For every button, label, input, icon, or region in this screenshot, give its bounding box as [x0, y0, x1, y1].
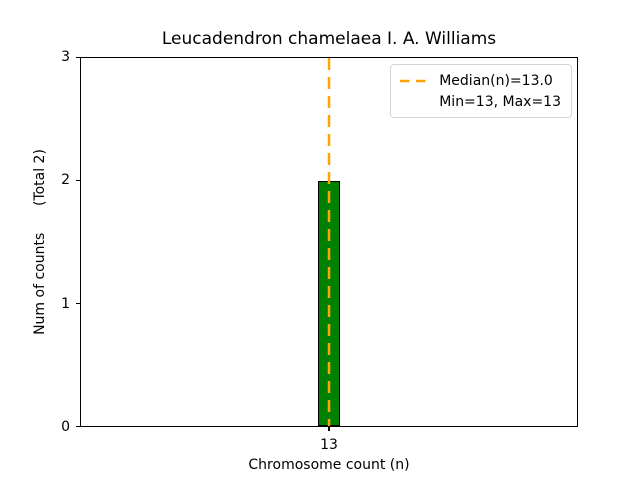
legend: Median(n)=13.0 Min=13, Max=13	[390, 64, 572, 118]
histogram-bar-13	[318, 180, 340, 426]
x-axis-label: Chromosome count (n)	[248, 457, 410, 473]
x-tick-label-13: 13	[320, 437, 338, 453]
legend-entry-minmax: Min=13, Max=13	[400, 91, 561, 112]
y-tick-mark-0	[76, 425, 80, 427]
y-tick-label-2: 2	[61, 172, 70, 188]
legend-entry-median: Median(n)=13.0	[400, 70, 561, 91]
median-line-legend-marker-icon	[400, 79, 431, 82]
legend-label-median: Median(n)=13.0	[439, 72, 553, 89]
x-tick-mark-13	[328, 427, 330, 431]
plot-area: Median(n)=13.0 Min=13, Max=13	[80, 57, 578, 427]
y-tick-label-3: 3	[61, 49, 70, 65]
y-tick-label-0: 0	[61, 419, 70, 435]
y-tick-label-1: 1	[61, 296, 70, 312]
y-tick-mark-1	[76, 303, 80, 305]
y-tick-mark-3	[76, 56, 80, 58]
chart-title: Leucadendron chamelaea I. A. Williams	[161, 29, 497, 49]
legend-label-minmax: Min=13, Max=13	[439, 93, 561, 110]
y-tick-mark-2	[76, 179, 80, 181]
